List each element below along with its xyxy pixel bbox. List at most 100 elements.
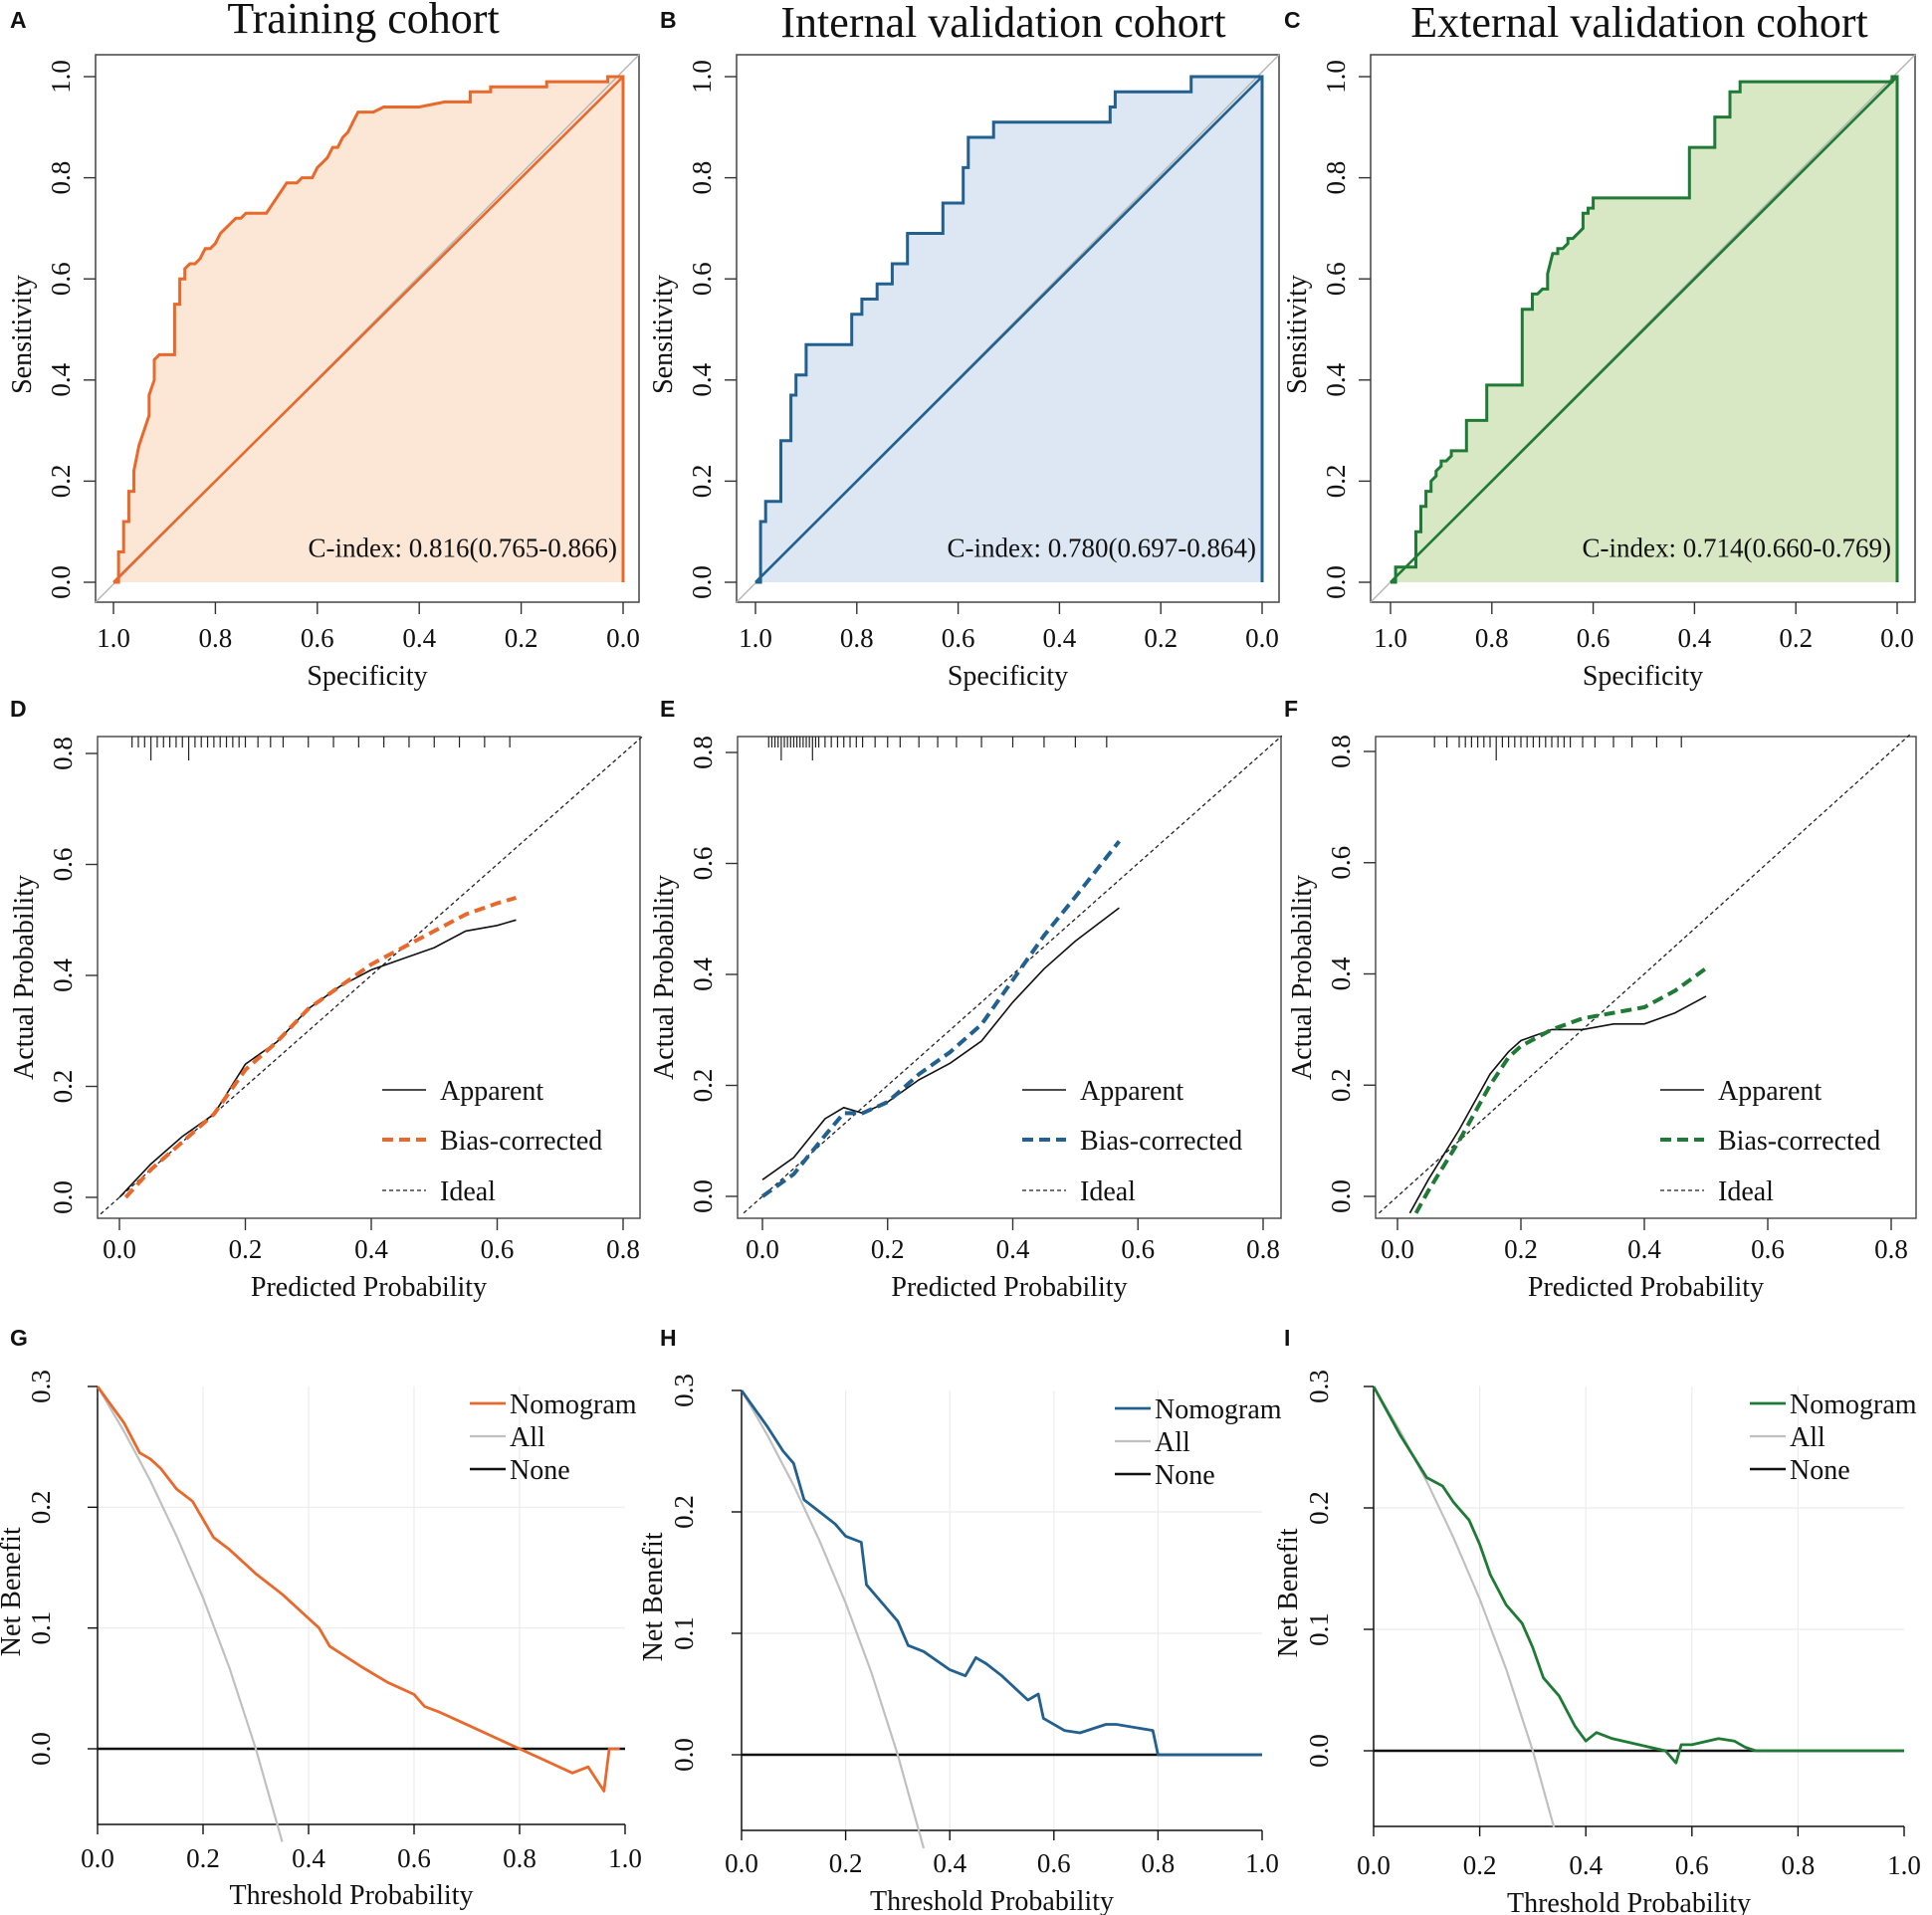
legend-label-all: All	[510, 1422, 545, 1453]
y-tick-label: 0.1	[1304, 1612, 1334, 1646]
x-tick-label: 0.8	[1475, 623, 1509, 653]
legend-label-nomogram: Nomogram	[1790, 1389, 1917, 1420]
y-tick-label: 0.2	[46, 465, 76, 499]
x-tick-label: 0.0	[103, 1234, 136, 1264]
x-axis-title: Predicted Probability	[891, 1272, 1127, 1303]
y-tick-label: 1.0	[1321, 60, 1351, 94]
y-tick-label: 1.0	[46, 60, 76, 94]
y-tick-label: 0.3	[1304, 1370, 1334, 1403]
legend-label-all: All	[1155, 1427, 1190, 1458]
x-tick-label: 0.8	[1246, 1234, 1280, 1264]
y-tick-label: 0.6	[48, 848, 78, 882]
x-tick-label: 0.4	[402, 623, 436, 653]
x-tick-label: 0.8	[606, 1234, 640, 1264]
y-tick-label: 0.2	[687, 465, 717, 499]
y-tick-label: 0.1	[26, 1611, 56, 1645]
x-tick-label: 0.8	[840, 623, 874, 653]
column-title-training: Training cohort	[227, 0, 499, 43]
roc-curve	[113, 75, 625, 584]
plot-frame	[1375, 736, 1917, 1219]
y-tick-label: 0.4	[48, 958, 78, 992]
y-tick-label: 0.0	[1326, 1179, 1356, 1213]
panel-letter-d: D	[10, 696, 27, 722]
x-tick-label: 0.4	[1569, 1850, 1603, 1880]
y-axis-title: Net Benefit	[638, 1532, 669, 1661]
diagonal-line	[112, 76, 624, 583]
decision-curve-panel-2: 0.0 0.1 0.2 0.3 0.0 0.2 0.4 0.6 0.8 1.0 Threshold …	[638, 1374, 1282, 1915]
diagonal-line	[754, 76, 1263, 583]
plot-frame	[97, 736, 641, 1219]
y-axis-title: Actual Probability	[9, 875, 40, 1080]
x-tick-label: 0.0	[81, 1843, 114, 1873]
x-tick-label: 0.8	[199, 623, 233, 653]
y-tick-label: 0.4	[1326, 957, 1356, 990]
all-curve	[97, 1385, 284, 1842]
y-tick-label: 0.8	[1326, 735, 1356, 768]
legend-label-none: None	[1155, 1460, 1215, 1491]
y-tick-label: 0.6	[1326, 846, 1356, 880]
y-tick-label: 0.2	[1321, 465, 1351, 499]
legend-label-none: None	[1790, 1455, 1850, 1486]
x-tick-label: 0.2	[1463, 1850, 1497, 1880]
x-tick-label: 1.0	[739, 623, 772, 653]
y-tick-label: 0.3	[669, 1374, 699, 1407]
panel-letter-b: B	[660, 7, 677, 33]
legend-label-apparent: Apparent	[1080, 1076, 1183, 1107]
legend-label-all: All	[1790, 1422, 1825, 1453]
y-tick-label: 0.0	[1321, 565, 1351, 599]
y-tick-label: 0.2	[1326, 1068, 1356, 1102]
y-tick-label: 0.2	[688, 1069, 718, 1103]
x-axis-title: Predicted Probability	[251, 1272, 487, 1303]
panel-letter-i: I	[1284, 1325, 1290, 1351]
roc-curve	[1391, 75, 1899, 584]
y-axis-title: Sensitivity	[648, 275, 679, 394]
y-tick-label: 0.8	[1321, 161, 1351, 195]
panel-letter-h: H	[660, 1325, 677, 1351]
x-tick-label: 0.6	[1751, 1234, 1785, 1264]
y-tick-label: 0.6	[1321, 262, 1351, 296]
bias-corrected-curve	[123, 896, 518, 1199]
x-tick-label: 0.4	[292, 1843, 325, 1873]
y-tick-label: 0.0	[669, 1738, 699, 1772]
x-tick-label: 0.4	[1678, 623, 1712, 653]
y-tick-label: 0.6	[46, 262, 76, 296]
x-tick-label: 1.0	[608, 1843, 642, 1873]
y-tick-label: 0.2	[48, 1070, 78, 1104]
x-axis-title: Threshold Probability	[870, 1886, 1114, 1915]
x-tick-label: 0.6	[397, 1843, 431, 1873]
nomogram-curve	[1372, 1385, 1904, 1765]
x-tick-label: 0.2	[1144, 623, 1178, 653]
y-tick-label: 1.0	[687, 60, 717, 94]
x-tick-label: 1.0	[1245, 1848, 1279, 1878]
legend-label-ideal: Ideal	[440, 1176, 496, 1207]
legend-label-apparent: Apparent	[1718, 1076, 1822, 1107]
c-index-annotation: C-index: 0.816(0.765-0.866)	[309, 533, 617, 563]
y-tick-label: 0.0	[1304, 1734, 1334, 1768]
panel-letter-c: C	[1284, 7, 1301, 33]
panel-letter-a: A	[10, 7, 27, 33]
y-axis-title: Actual Probability	[649, 875, 680, 1080]
x-axis-title: Specificity	[1583, 661, 1703, 692]
nomogram-curve	[740, 1389, 1262, 1757]
y-axis-title: Actual Probability	[1287, 875, 1318, 1080]
x-axis-title: Specificity	[948, 661, 1068, 692]
y-tick-label: 0.4	[688, 958, 718, 991]
decision-curve-panel-1: 0.0 0.1 0.2 0.3 0.0 0.2 0.4 0.6 0.8 1.0 Threshold …	[0, 1370, 642, 1911]
x-tick-label: 0.2	[871, 1234, 905, 1264]
x-tick-label: 0.2	[1504, 1234, 1538, 1264]
roc-curve	[755, 75, 1264, 584]
y-tick-label: 0.8	[48, 737, 78, 770]
bias-corrected-curve	[760, 839, 1121, 1198]
diagonal-line	[1390, 76, 1898, 583]
decision-curve-panel-3: 0.0 0.1 0.2 0.3 0.0 0.2 0.4 0.6 0.8 1.0 Threshold …	[1273, 1370, 1921, 1915]
legend-label-ideal: Ideal	[1080, 1176, 1136, 1207]
x-tick-label: 0.2	[1779, 623, 1813, 653]
x-tick-label: 0.6	[1675, 1850, 1709, 1880]
x-axis-title: Threshold Probability	[1507, 1888, 1751, 1915]
x-tick-label: 0.0	[1245, 623, 1279, 653]
y-tick-label: 0.6	[688, 847, 718, 881]
plot-frame	[737, 736, 1282, 1219]
x-tick-label: 1.0	[1374, 623, 1407, 653]
plot-frame	[95, 54, 640, 603]
